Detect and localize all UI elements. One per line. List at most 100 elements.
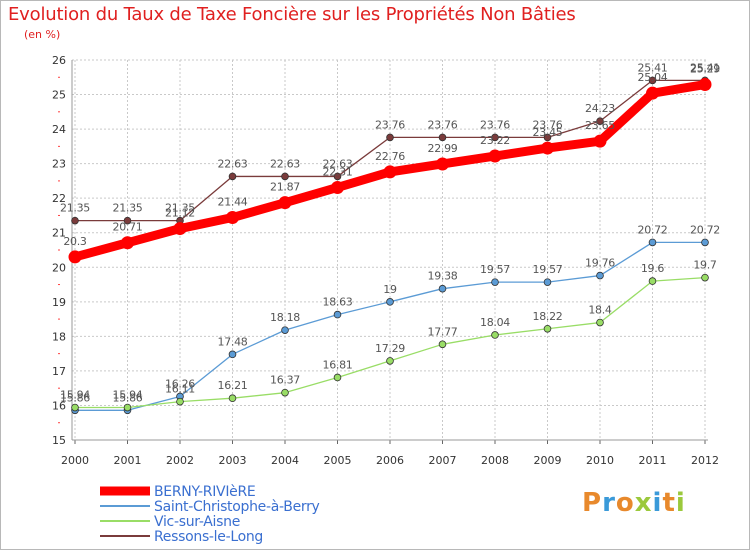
data-label: 16.81 <box>323 358 353 371</box>
y-tick-label: 25 <box>52 89 66 102</box>
y-tick-label: 24 <box>52 123 66 136</box>
data-point <box>226 211 239 225</box>
data-label: 16.21 <box>218 379 248 392</box>
data-point <box>491 278 499 286</box>
data-point <box>596 271 604 280</box>
data-label: 18.04 <box>480 316 510 329</box>
data-label: 23.65 <box>585 119 615 132</box>
data-label: 23.76 <box>533 118 563 131</box>
data-label: 20.71 <box>113 221 143 234</box>
data-label: 23.76 <box>480 118 510 131</box>
data-label: 21.87 <box>270 181 300 194</box>
y-tick-label: 21 <box>52 227 66 240</box>
data-point <box>491 133 499 142</box>
data-label: 23.22 <box>480 134 510 147</box>
x-tick-label: 2009 <box>534 454 562 467</box>
data-label: 19.38 <box>428 270 458 283</box>
data-point <box>543 278 552 286</box>
data-label: 19.57 <box>533 263 563 276</box>
y-tick-label: 18 <box>52 330 66 343</box>
data-label: 19.76 <box>585 257 615 270</box>
data-label: 22.63 <box>323 157 353 170</box>
data-label: 25.41 <box>690 61 720 74</box>
data-label: 18.63 <box>323 296 353 309</box>
data-label: 16.37 <box>270 374 300 387</box>
data-point <box>386 133 394 142</box>
chart-title: Evolution du Taux de Taxe Foncière sur l… <box>8 4 576 25</box>
proxiti-logo: Proxiti <box>582 488 686 518</box>
data-label: 23.76 <box>375 118 405 131</box>
data-label: 15.86 <box>113 391 143 404</box>
data-label: 19.57 <box>480 263 510 276</box>
x-tick-label: 2005 <box>324 454 352 467</box>
data-point <box>541 141 554 155</box>
data-label: 16.26 <box>165 377 195 390</box>
data-label: 22.31 <box>323 165 353 178</box>
data-label: 22.99 <box>428 142 458 155</box>
data-point <box>543 324 552 333</box>
data-point <box>333 373 342 382</box>
data-point <box>596 318 604 327</box>
y-tick-label: 20 <box>52 261 66 274</box>
y-tick-label: 19 <box>52 296 66 309</box>
data-point <box>281 388 289 397</box>
x-tick-label: 2004 <box>271 454 299 467</box>
x-tick-label: 2007 <box>429 454 457 467</box>
data-point <box>543 133 552 142</box>
data-point <box>386 298 394 306</box>
data-point <box>176 397 184 406</box>
y-tick-label: 17 <box>52 365 66 378</box>
data-point <box>648 277 657 285</box>
data-point <box>173 222 187 236</box>
data-point <box>333 172 342 181</box>
data-point <box>646 86 659 100</box>
data-label: 18.4 <box>588 304 612 317</box>
data-label: 21.12 <box>165 207 195 220</box>
data-label: 22.76 <box>375 150 405 163</box>
data-point <box>281 326 289 334</box>
data-label: 16.11 <box>165 383 195 396</box>
data-label: 19.6 <box>641 262 665 275</box>
data-point <box>333 310 342 319</box>
data-label: 21.44 <box>218 196 248 209</box>
data-label: 25.29 <box>690 63 720 76</box>
data-point <box>228 172 237 181</box>
data-point <box>593 134 607 148</box>
data-point <box>438 340 447 349</box>
data-label: 17.48 <box>218 335 248 348</box>
data-label: 22.63 <box>270 157 300 170</box>
data-label: 19.7 <box>693 259 717 272</box>
data-point <box>438 284 447 293</box>
data-label: 20.3 <box>63 235 87 248</box>
x-tick-label: 2012 <box>691 454 719 467</box>
data-label: 18.22 <box>533 310 563 323</box>
data-point <box>123 216 132 225</box>
data-label: 25.04 <box>638 71 668 84</box>
data-point <box>68 250 82 264</box>
legend-label: Ressons-le-Long <box>154 529 263 545</box>
data-label: 22.63 <box>218 157 248 170</box>
data-label: 21.35 <box>60 202 90 215</box>
data-label: 19 <box>383 283 397 296</box>
data-point <box>386 357 394 365</box>
data-point <box>648 76 657 85</box>
data-point <box>383 165 397 179</box>
data-point <box>698 78 712 92</box>
data-point <box>278 196 292 210</box>
data-point <box>436 157 449 171</box>
x-tick-label: 2008 <box>481 454 509 467</box>
data-point <box>488 149 502 163</box>
data-label: 15.94 <box>60 389 90 402</box>
data-label: 18.18 <box>270 311 300 324</box>
data-point <box>438 133 447 142</box>
data-label: 15.94 <box>113 389 143 402</box>
x-tick-label: 2000 <box>61 454 89 467</box>
data-label: 23.45 <box>533 126 563 139</box>
data-label: 15.86 <box>60 391 90 404</box>
x-tick-label: 2011 <box>639 454 667 467</box>
x-tick-label: 2003 <box>219 454 247 467</box>
data-point <box>281 172 289 181</box>
x-tick-label: 2002 <box>166 454 194 467</box>
x-tick-label: 2001 <box>114 454 142 467</box>
data-point <box>121 236 134 250</box>
